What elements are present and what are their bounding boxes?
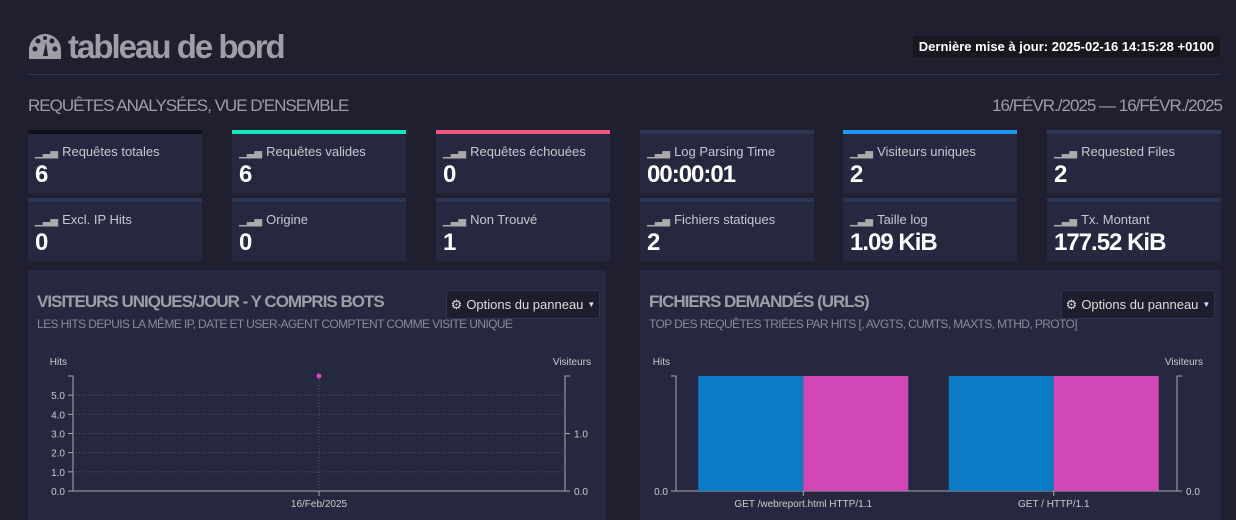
stat-value: 0: [443, 161, 456, 188]
stat-card: ▁▃▅ Requêtes valides 6: [232, 130, 406, 193]
stat-label: Visiteurs uniques: [877, 144, 976, 159]
stat-value: 1: [443, 229, 456, 256]
bar-chart-icon: ▁▃▅: [647, 148, 671, 159]
stat-card: ▁▃▅ Taille log 1.09 KiB: [843, 198, 1017, 261]
y-axis-label: Hits: [50, 357, 67, 368]
panel-title: FICHIERS DEMANDÉS (URLS): [649, 292, 870, 311]
stat-label: Requested Files: [1081, 144, 1176, 159]
stat-label: Taille log: [877, 212, 928, 227]
dashboard-icon: [29, 34, 61, 59]
stat-label: Requêtes totales: [62, 144, 160, 159]
stat-value: 2: [850, 161, 863, 188]
stat-label: Log Parsing Time: [674, 144, 776, 159]
bar-chart-icon: ▁▃▅: [443, 148, 467, 159]
stat-value: 177.52 KiB: [1054, 229, 1166, 256]
y-tick-label: 5.0: [51, 391, 65, 402]
panel-options-button[interactable]: ⚙ Options du panneau ▼: [446, 290, 600, 319]
panel-subtitle: LES HITS DEPUIS LA MÊME IP, DATE ET USER…: [37, 317, 513, 331]
stat-value: 00:00:01: [647, 161, 736, 188]
y-tick-label: 2.0: [51, 449, 65, 460]
stat-label: Origine: [266, 212, 308, 227]
stat-value: 0: [239, 229, 252, 256]
stat-card: ▁▃▅ Visiteurs uniques 2: [843, 130, 1017, 193]
panel-subtitle: TOP DES REQUÊTES TRIÉES PAR HITS [, AVGT…: [649, 317, 1078, 331]
y-tick-label: 0.0: [51, 487, 65, 498]
gear-icon: ⚙: [1065, 296, 1078, 312]
stat-value: 6: [35, 161, 48, 188]
stat-card: ▁▃▅ Requested Files 2: [1047, 130, 1221, 193]
stat-label: Non Trouvé: [470, 212, 538, 227]
bar-chart-icon: ▁▃▅: [1054, 148, 1078, 159]
stat-card: ▁▃▅ Requêtes totales 6: [28, 130, 202, 193]
stat-card: ▁▃▅ Requêtes échouées 0: [436, 130, 610, 193]
caret-down-icon: ▼: [587, 300, 596, 309]
caret-down-icon: ▼: [1202, 300, 1211, 309]
x-tick-label: 16/Feb/2025: [291, 499, 348, 510]
stat-label: Excl. IP Hits: [62, 212, 132, 227]
panel-options-button[interactable]: ⚙ Options du panneau ▼: [1061, 290, 1215, 319]
bar-chart-icon: ▁▃▅: [35, 148, 59, 159]
y-tick-label: 1.0: [51, 468, 65, 479]
y-tick-label: 4.0: [51, 410, 65, 421]
stat-label: Tx. Montant: [1081, 212, 1150, 227]
visitors-bar: [803, 376, 909, 491]
stat-card: ▁▃▅ Non Trouvé 1: [436, 198, 610, 261]
hits-bar: [948, 376, 1054, 491]
divider: [28, 74, 1220, 75]
visitors-bar: [1053, 376, 1159, 491]
stat-value: 6: [239, 161, 252, 188]
stat-card: ▁▃▅ Log Parsing Time 00:00:01: [640, 130, 814, 193]
stat-value: 0: [35, 229, 48, 256]
overview-title: REQUÊTES ANALYSÉES, VUE D'ENSEMBLE: [28, 96, 349, 115]
last-update: Dernière mise à jour: 2025-02-16 14:15:2…: [912, 36, 1220, 57]
stat-value: 1.09 KiB: [850, 229, 938, 256]
y2-tick-label: 1.0: [574, 430, 588, 441]
visitors-point: [316, 373, 322, 379]
x-tick-label: GET /webreport.html HTTP/1.1: [734, 499, 872, 510]
y2-axis-label: Visiteurs: [1165, 357, 1203, 368]
bar-chart-icon: ▁▃▅: [239, 216, 263, 227]
bar-chart-icon: ▁▃▅: [647, 216, 671, 227]
bar-chart-icon: ▁▃▅: [239, 148, 263, 159]
y2-tick-label: 0.0: [1186, 487, 1200, 498]
stat-card: ▁▃▅ Excl. IP Hits 0: [28, 198, 202, 261]
bar-chart-icon: ▁▃▅: [35, 216, 59, 227]
hits-bar: [698, 376, 804, 491]
bar-chart-icon: ▁▃▅: [850, 148, 874, 159]
y2-tick-label: 0.0: [574, 487, 588, 498]
stat-card: ▁▃▅ Fichiers statiques 2: [640, 198, 814, 261]
stat-label: Requêtes échouées: [470, 144, 586, 159]
stat-value: 2: [1054, 161, 1067, 188]
stat-value: 2: [647, 229, 660, 256]
title-text: tableau de bord: [68, 28, 286, 65]
page-title: tableau de bord: [28, 28, 286, 66]
x-tick-label: GET / HTTP/1.1: [1018, 499, 1090, 510]
date-range: 16/FÉVR./2025 — 16/FÉVR./2025: [992, 96, 1223, 115]
stat-label: Requêtes valides: [266, 144, 366, 159]
stat-card: ▁▃▅ Tx. Montant 177.52 KiB: [1047, 198, 1221, 261]
y-tick-label: 3.0: [51, 430, 65, 441]
bar-chart-icon: ▁▃▅: [1054, 216, 1078, 227]
axis-lines: [671, 375, 1182, 492]
gear-icon: ⚙: [450, 296, 463, 312]
stat-label: Fichiers statiques: [674, 212, 776, 227]
y-tick-label: 0.0: [654, 487, 668, 498]
bar-chart-icon: ▁▃▅: [443, 216, 467, 227]
stat-card: ▁▃▅ Origine 0: [232, 198, 406, 261]
y-axis-label: Hits: [653, 357, 670, 368]
panel-title: VISITEURS UNIQUES/JOUR - Y COMPRIS BOTS: [37, 292, 385, 311]
bar-chart-icon: ▁▃▅: [850, 216, 874, 227]
y2-axis-label: Visiteurs: [553, 357, 591, 368]
